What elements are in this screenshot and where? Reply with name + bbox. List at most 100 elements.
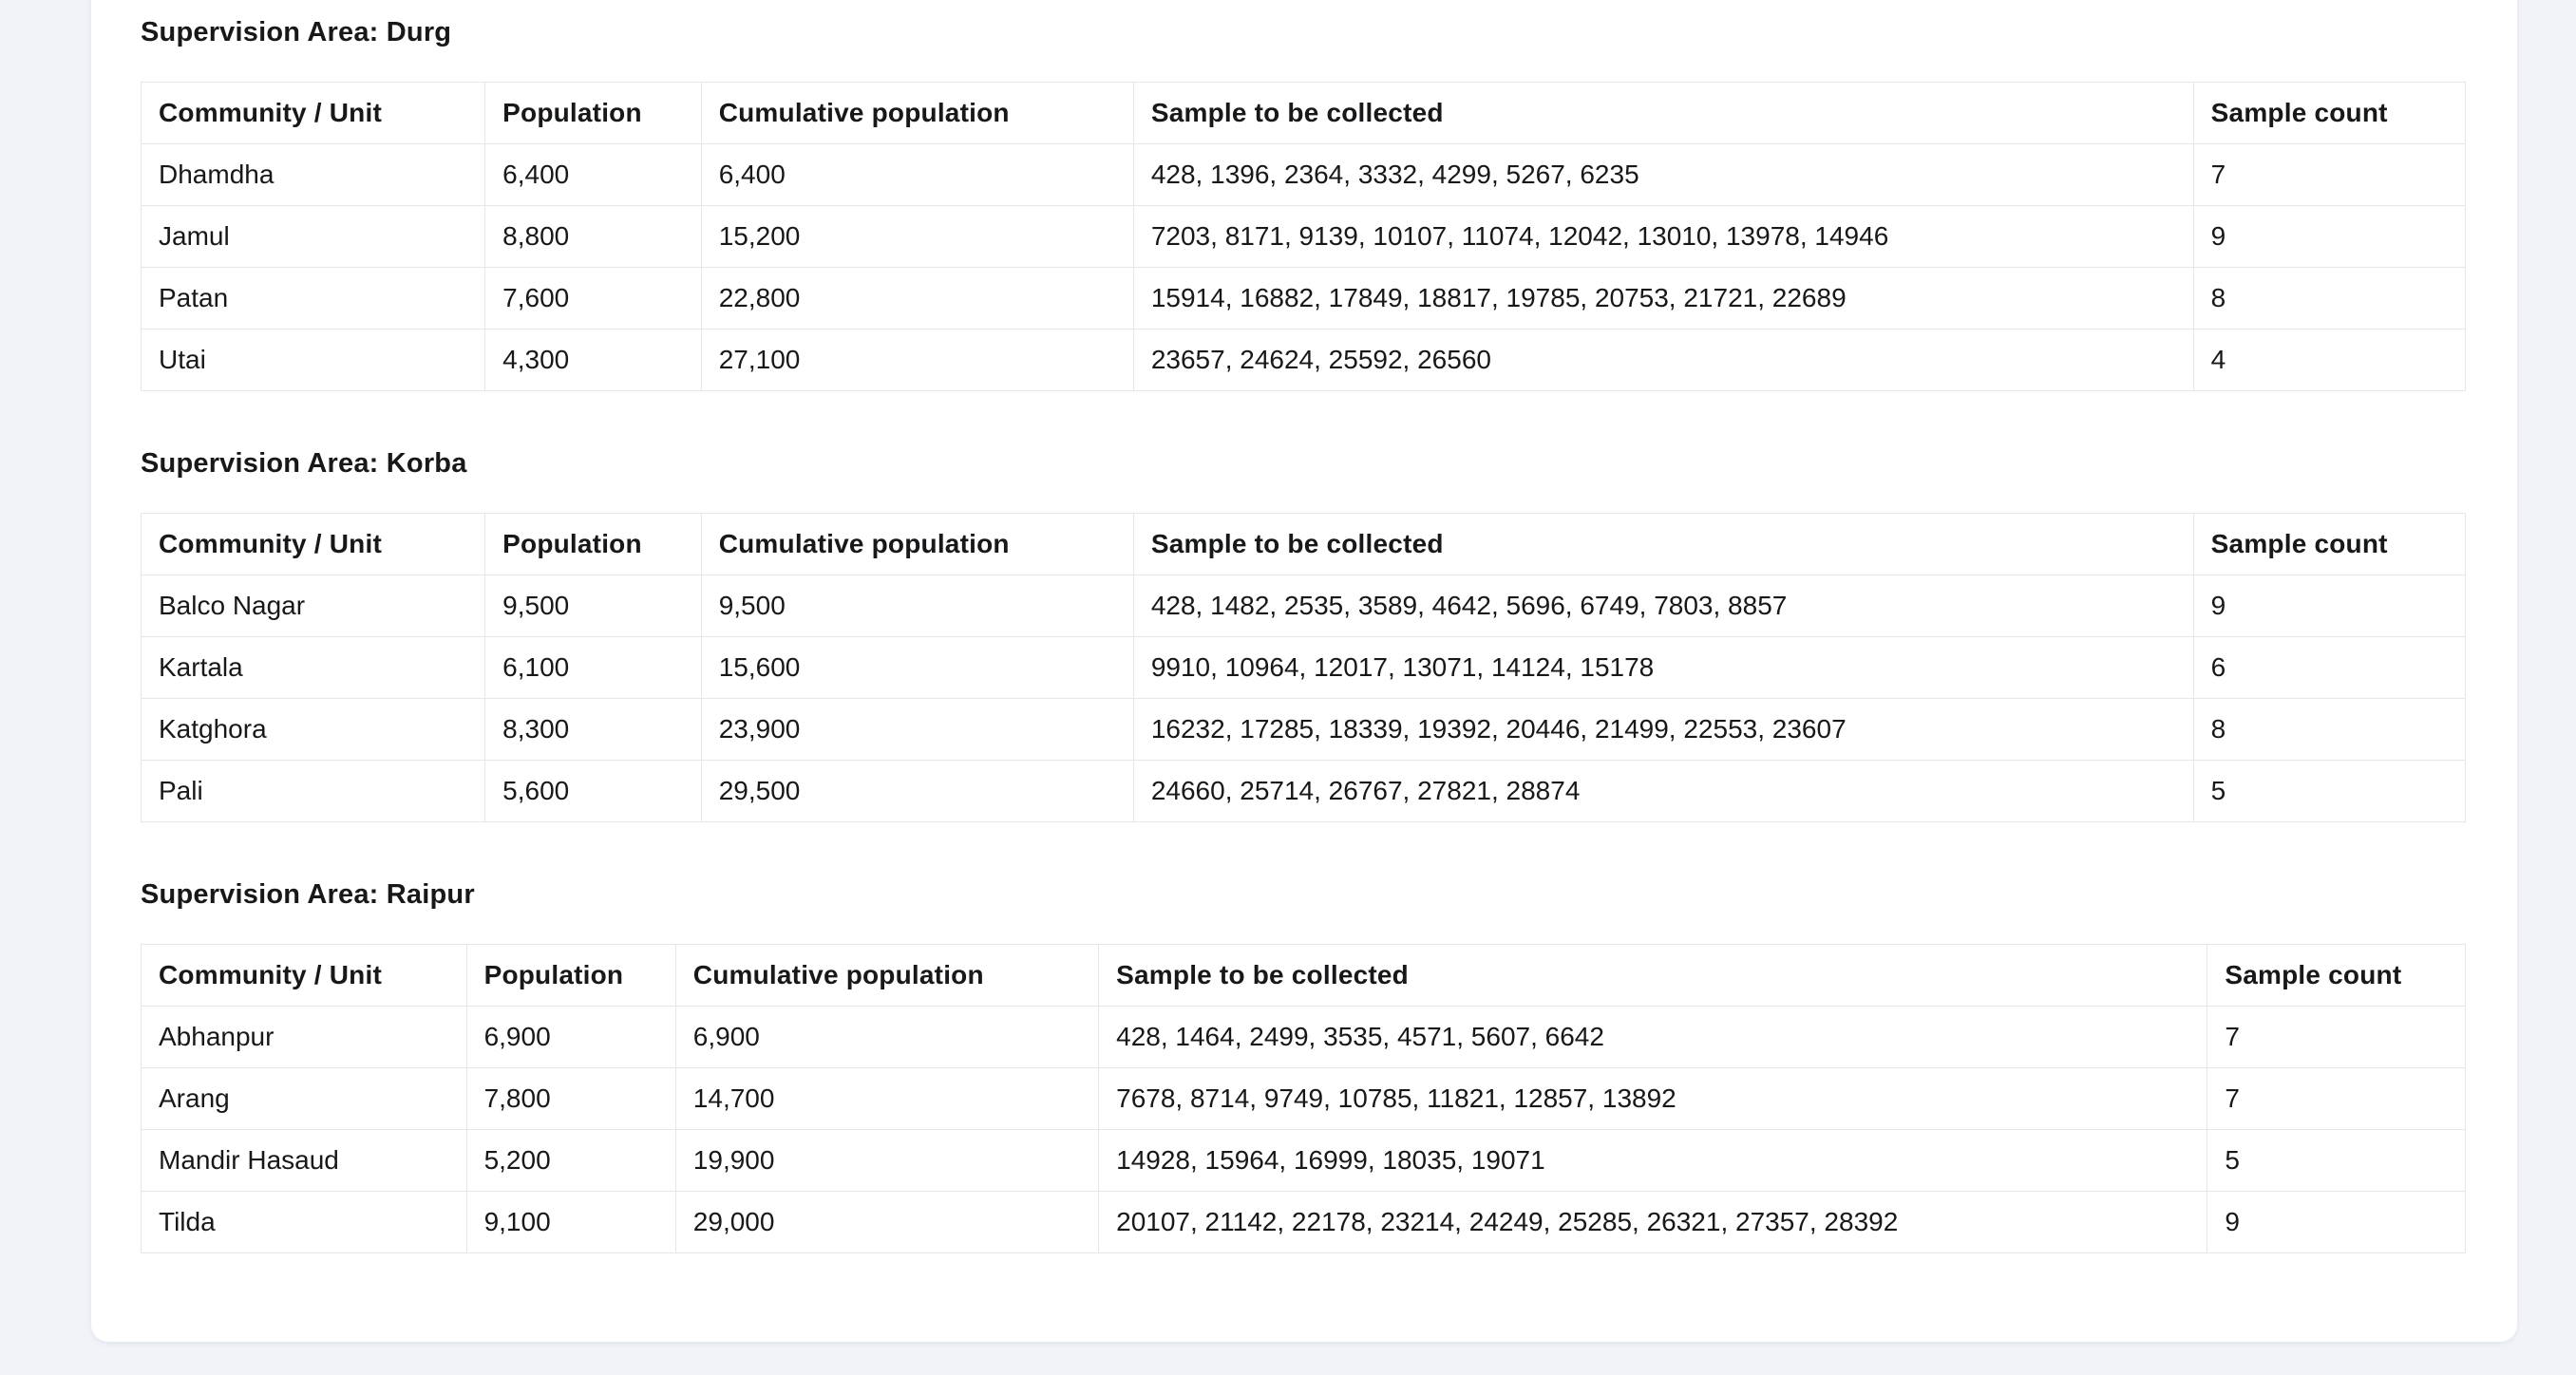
cumulative-population-cell: 27,100 bbox=[700, 329, 1134, 391]
column-header-population: Population bbox=[484, 513, 702, 575]
sample-count-cell: 9 bbox=[2207, 1191, 2466, 1253]
content-card: Supervision Area: Durg Community / Unit … bbox=[91, 0, 2517, 1342]
cumulative-population-cell: 29,500 bbox=[700, 760, 1134, 822]
samples-cell: 7678, 8714, 9749, 10785, 11821, 12857, 1… bbox=[1098, 1067, 2208, 1130]
cumulative-population-cell: 6,400 bbox=[700, 143, 1134, 206]
samples-cell: 428, 1396, 2364, 3332, 4299, 5267, 6235 bbox=[1132, 143, 2194, 206]
samples-cell: 24660, 25714, 26767, 27821, 28874 bbox=[1132, 760, 2194, 822]
table-row: Patan 7,600 22,800 15914, 16882, 17849, 188… bbox=[140, 267, 2467, 330]
table-row: Jamul 8,800 15,200 7203, 8171, 9139, 10107,… bbox=[140, 205, 2467, 268]
table-row: Utai 4,300 27,100 23657, 24624, 25592, 2656… bbox=[140, 329, 2467, 391]
table-row: Abhanpur 6,900 6,900 428, 1464, 2499, 3535,… bbox=[141, 1006, 2466, 1068]
population-cell: 8,800 bbox=[484, 205, 702, 268]
table-row: Tilda 9,100 29,000 20107, 21142, 22178, 232… bbox=[141, 1191, 2466, 1253]
sampling-table: Community / Unit Population Cumulative p… bbox=[140, 82, 2467, 391]
population-cell: 9,100 bbox=[465, 1191, 676, 1253]
samples-cell: 428, 1464, 2499, 3535, 4571, 5607, 6642 bbox=[1098, 1006, 2208, 1068]
sample-count-cell: 9 bbox=[2192, 574, 2467, 637]
population-cell: 7,800 bbox=[465, 1067, 676, 1130]
samples-cell: 23657, 24624, 25592, 26560 bbox=[1132, 329, 2194, 391]
table-row: Dhamdha 6,400 6,400 428, 1396, 2364, 3332, … bbox=[140, 143, 2467, 206]
samples-cell: 15914, 16882, 17849, 18817, 19785, 20753… bbox=[1132, 267, 2194, 330]
column-header-population: Population bbox=[465, 944, 676, 1007]
table-row: Pali 5,600 29,500 24660, 25714, 26767, 2782… bbox=[140, 760, 2467, 822]
sample-count-cell: 5 bbox=[2192, 760, 2467, 822]
column-header-sample-count: Sample count bbox=[2207, 944, 2466, 1007]
community-cell: Utai bbox=[140, 329, 486, 391]
column-header-sample-to-be-collected: Sample to be collected bbox=[1132, 513, 2194, 575]
cumulative-population-cell: 19,900 bbox=[674, 1129, 1100, 1192]
column-header-sample-to-be-collected: Sample to be collected bbox=[1132, 82, 2194, 144]
section-title: Supervision Area: Durg bbox=[141, 17, 452, 47]
cumulative-population-cell: 23,900 bbox=[700, 698, 1134, 761]
column-header-community: Community / Unit bbox=[140, 513, 486, 575]
table-header-row: Community / Unit Population Cumulative p… bbox=[140, 513, 2467, 575]
column-header-cumulative-population: Cumulative population bbox=[674, 944, 1100, 1007]
sample-count-cell: 9 bbox=[2192, 205, 2467, 268]
samples-cell: 7203, 8171, 9139, 10107, 11074, 12042, 1… bbox=[1132, 205, 2194, 268]
section-title: Supervision Area: Raipur bbox=[141, 879, 475, 910]
column-header-sample-count: Sample count bbox=[2192, 513, 2467, 575]
samples-cell: 14928, 15964, 16999, 18035, 19071 bbox=[1098, 1129, 2208, 1192]
population-cell: 7,600 bbox=[484, 267, 702, 330]
cumulative-population-cell: 14,700 bbox=[674, 1067, 1100, 1130]
cumulative-population-cell: 15,600 bbox=[700, 636, 1134, 699]
column-header-cumulative-population: Cumulative population bbox=[700, 82, 1134, 144]
table-row: Balco Nagar 9,500 9,500 428, 1482, 2535, 35… bbox=[140, 574, 2467, 637]
samples-cell: 16232, 17285, 18339, 19392, 20446, 21499… bbox=[1132, 698, 2194, 761]
table-row: Arang 7,800 14,700 7678, 8714, 9749, 10785,… bbox=[141, 1067, 2466, 1130]
table-row: Kartala 6,100 15,600 9910, 10964, 12017, 13… bbox=[140, 636, 2467, 699]
supervision-area-section: Supervision Area: Korba Community / Unit… bbox=[140, 444, 2467, 822]
sample-count-cell: 7 bbox=[2192, 143, 2467, 206]
sample-count-cell: 7 bbox=[2207, 1006, 2466, 1068]
sample-count-cell: 4 bbox=[2192, 329, 2467, 391]
community-cell: Balco Nagar bbox=[140, 574, 486, 637]
population-cell: 4,300 bbox=[484, 329, 702, 391]
supervision-area-section: Supervision Area: Raipur Community / Uni… bbox=[141, 876, 2466, 1253]
samples-cell: 9910, 10964, 12017, 13071, 14124, 15178 bbox=[1132, 636, 2194, 699]
column-header-sample-count: Sample count bbox=[2192, 82, 2467, 144]
table-row: Mandir Hasaud 5,200 19,900 14928, 15964, 16… bbox=[141, 1129, 2466, 1192]
samples-cell: 20107, 21142, 22178, 23214, 24249, 25285… bbox=[1098, 1191, 2208, 1253]
sample-count-cell: 8 bbox=[2192, 267, 2467, 330]
sample-count-cell: 7 bbox=[2207, 1067, 2466, 1130]
cumulative-population-cell: 29,000 bbox=[674, 1191, 1100, 1253]
sampling-table: Community / Unit Population Cumulative p… bbox=[140, 513, 2467, 822]
population-cell: 6,900 bbox=[465, 1006, 676, 1068]
community-cell: Tilda bbox=[141, 1191, 467, 1253]
table-header-row: Community / Unit Population Cumulative p… bbox=[141, 944, 2466, 1007]
community-cell: Mandir Hasaud bbox=[141, 1129, 467, 1192]
table-header-row: Community / Unit Population Cumulative p… bbox=[140, 82, 2467, 144]
column-header-sample-to-be-collected: Sample to be collected bbox=[1098, 944, 2208, 1007]
sample-count-cell: 8 bbox=[2192, 698, 2467, 761]
community-cell: Dhamdha bbox=[140, 143, 486, 206]
samples-cell: 428, 1482, 2535, 3589, 4642, 5696, 6749,… bbox=[1132, 574, 2194, 637]
community-cell: Kartala bbox=[140, 636, 486, 699]
population-cell: 6,100 bbox=[484, 636, 702, 699]
sample-count-cell: 5 bbox=[2207, 1129, 2466, 1192]
community-cell: Arang bbox=[141, 1067, 467, 1130]
population-cell: 5,200 bbox=[465, 1129, 676, 1192]
community-cell: Pali bbox=[140, 760, 486, 822]
community-cell: Jamul bbox=[140, 205, 486, 268]
community-cell: Abhanpur bbox=[141, 1006, 467, 1068]
community-cell: Katghora bbox=[140, 698, 486, 761]
population-cell: 6,400 bbox=[484, 143, 702, 206]
column-header-community: Community / Unit bbox=[141, 944, 467, 1007]
community-cell: Patan bbox=[140, 267, 486, 330]
sampling-table: Community / Unit Population Cumulative p… bbox=[141, 944, 2466, 1253]
population-cell: 9,500 bbox=[484, 574, 702, 637]
column-header-population: Population bbox=[484, 82, 702, 144]
table-row: Katghora 8,300 23,900 16232, 17285, 18339, … bbox=[140, 698, 2467, 761]
population-cell: 8,300 bbox=[484, 698, 702, 761]
cumulative-population-cell: 15,200 bbox=[700, 205, 1134, 268]
supervision-area-section: Supervision Area: Durg Community / Unit … bbox=[140, 13, 2467, 391]
section-title: Supervision Area: Korba bbox=[141, 448, 467, 479]
cumulative-population-cell: 22,800 bbox=[700, 267, 1134, 330]
column-header-community: Community / Unit bbox=[140, 82, 486, 144]
column-header-cumulative-population: Cumulative population bbox=[700, 513, 1134, 575]
sample-count-cell: 6 bbox=[2192, 636, 2467, 699]
cumulative-population-cell: 6,900 bbox=[674, 1006, 1100, 1068]
cumulative-population-cell: 9,500 bbox=[700, 574, 1134, 637]
